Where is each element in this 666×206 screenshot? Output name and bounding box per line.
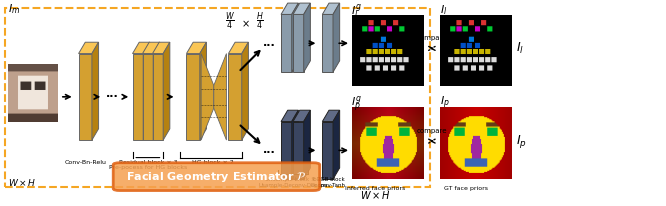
Polygon shape [186,42,206,54]
Polygon shape [153,54,163,140]
Polygon shape [322,3,340,14]
Polygon shape [281,3,298,14]
Polygon shape [143,42,160,54]
Polygon shape [201,54,214,140]
Polygon shape [322,14,333,72]
Polygon shape [293,3,310,14]
Text: ...: ... [105,89,119,99]
Text: $I_p^g$: $I_p^g$ [351,95,362,114]
Text: ...: ... [263,38,276,48]
Text: $\frac{H}{4}$: $\frac{H}{4}$ [256,11,264,32]
Polygon shape [293,122,304,179]
Polygon shape [133,54,143,140]
Polygon shape [214,54,226,140]
Polygon shape [79,54,92,140]
Text: $I_l$: $I_l$ [440,3,447,17]
Text: compare: compare [416,35,447,41]
Text: ...: ... [263,145,276,155]
Polygon shape [333,110,340,179]
Polygon shape [143,42,150,140]
Text: Unsample block × 2
Usample-Deconv-Deconv: Unsample block × 2 Usample-Deconv-Deconv [258,177,328,188]
Text: Inferred face priors: Inferred face priors [346,186,406,191]
Polygon shape [242,42,248,140]
Polygon shape [186,54,200,140]
Polygon shape [228,54,242,140]
Polygon shape [322,110,340,122]
Text: Conv-Bn-Relu: Conv-Bn-Relu [64,160,107,165]
Polygon shape [304,3,310,72]
Polygon shape [92,42,99,140]
Text: $\times$: $\times$ [240,19,250,29]
Polygon shape [281,122,292,179]
Text: $I_m$: $I_m$ [8,3,20,16]
Text: $I_p$: $I_p$ [440,95,450,111]
Polygon shape [304,110,310,179]
Text: Residual block × 3
Pre-pocess for HG blocks: Residual block × 3 Pre-pocess for HG blo… [109,160,187,170]
Polygon shape [228,42,248,54]
Polygon shape [153,42,170,54]
Polygon shape [293,14,304,72]
Text: $I_l^g$: $I_l^g$ [351,3,362,21]
Polygon shape [292,3,298,72]
Polygon shape [281,14,292,72]
Polygon shape [322,122,333,179]
Polygon shape [79,42,99,54]
Text: GT face priors: GT face priors [444,186,488,191]
Text: Facial Geometry Estimator $\mathcal{P}$: Facial Geometry Estimator $\mathcal{P}$ [126,170,307,184]
FancyBboxPatch shape [113,163,320,191]
Text: compare: compare [416,128,447,134]
Polygon shape [200,42,206,140]
Text: $W\times H$: $W\times H$ [360,189,391,201]
Polygon shape [163,42,170,140]
Text: ToRGB block
Deconv-Tanh: ToRGB block Deconv-Tanh [310,177,345,188]
Text: $I_l$: $I_l$ [516,41,524,56]
Polygon shape [143,54,153,140]
Polygon shape [292,110,298,179]
Text: $W\times H$: $W\times H$ [8,178,37,188]
Polygon shape [281,110,298,122]
Polygon shape [293,110,310,122]
Polygon shape [133,42,150,54]
Text: $\frac{W}{4}$: $\frac{W}{4}$ [225,11,234,32]
Text: $I_p$: $I_p$ [516,133,527,150]
Text: HG block × 2: HG block × 2 [192,160,234,165]
Polygon shape [153,42,160,140]
Polygon shape [333,3,340,72]
